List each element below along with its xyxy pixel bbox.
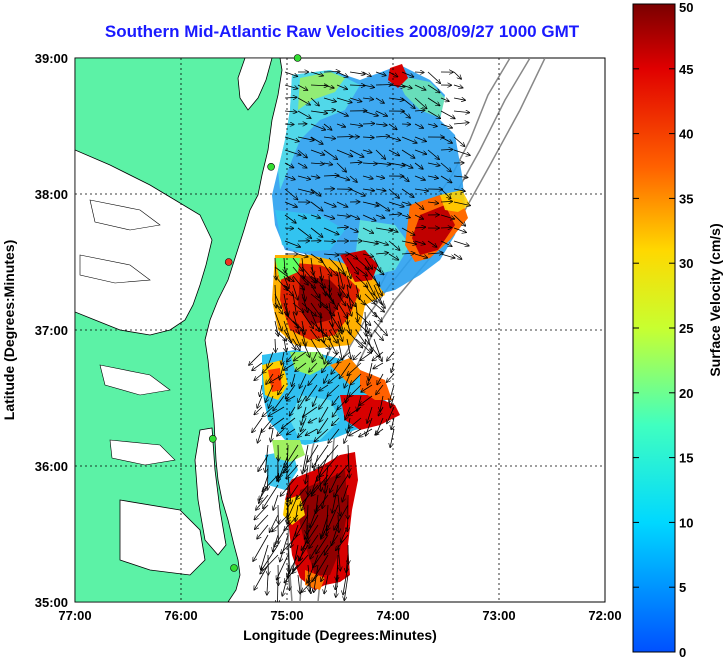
colorbar-tick-label: 25 (679, 321, 693, 336)
x-tick-label: 74:00 (376, 608, 409, 623)
y-axis-label: Latitude (Degrees:Minutes) (1, 240, 17, 420)
grid (75, 58, 605, 602)
colorbar-tick-label: 20 (679, 386, 693, 401)
colorbar-tick-label: 15 (679, 451, 693, 466)
radar-station-marker (267, 163, 275, 171)
y-tick-label: 36:00 (35, 459, 68, 474)
colorbar-scale (632, 3, 676, 653)
x-axis-label: Longitude (Degrees:Minutes) (243, 627, 437, 643)
radar-stations (209, 54, 302, 572)
x-tick-label: 73:00 (482, 608, 515, 623)
colorbar-tick-label: 10 (679, 515, 693, 530)
x-tick-label: 76:00 (164, 608, 197, 623)
colorbar-tick-label: 30 (679, 256, 693, 271)
x-tick-label: 77:00 (58, 608, 91, 623)
colorbar-tick-label: 5 (679, 580, 686, 595)
radar-station-marker (230, 564, 238, 572)
y-tick-label: 38:00 (35, 187, 68, 202)
x-axis: 77:00 76:00 75:00 74:00 73:00 72:00 Long… (58, 608, 621, 643)
radar-station-marker (224, 258, 233, 266)
y-tick-label: 37:00 (35, 323, 68, 338)
y-axis: 39:00 38:00 37:00 36:00 35:00 Latitude (… (1, 51, 68, 610)
radar-station-marker (209, 434, 217, 443)
colorbar-tick-label: 35 (679, 191, 693, 206)
radar-station-marker (293, 54, 302, 62)
colorbar-label: Surface Velocity (cm/s) (707, 223, 723, 376)
x-tick-label: 72:00 (588, 608, 621, 623)
velocity-vectors (249, 72, 470, 602)
colorbar-tick-label: 50 (679, 0, 693, 15)
y-tick-label: 39:00 (35, 51, 68, 66)
x-tick-label: 75:00 (270, 608, 303, 623)
y-tick-label: 35:00 (35, 595, 68, 610)
colorbar-tick-label: 0 (679, 645, 686, 659)
chart-title: Southern Mid-Atlantic Raw Velocities 200… (104, 22, 580, 41)
colorbar-tick-label: 45 (679, 62, 693, 77)
colorbar-tick-label: 40 (679, 127, 693, 142)
bay-water (75, 149, 213, 336)
